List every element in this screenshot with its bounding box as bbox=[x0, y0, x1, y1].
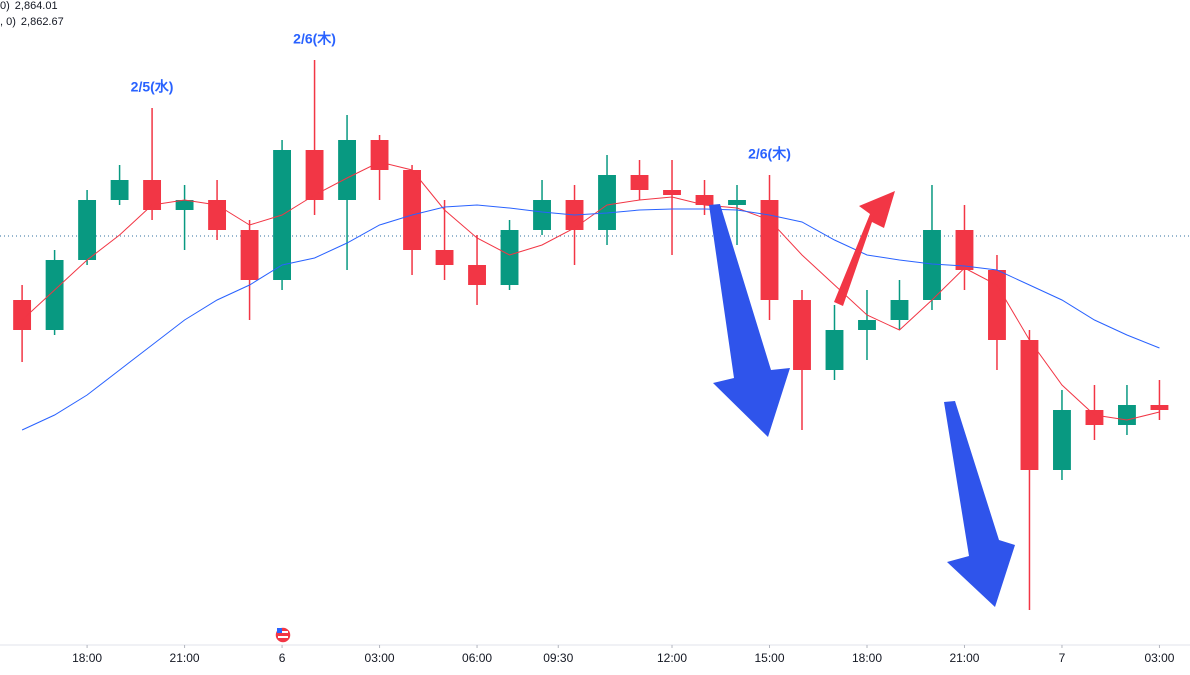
moving-average-line bbox=[21, 204, 1160, 431]
candle-body bbox=[1118, 405, 1136, 425]
x-tick-label: 03:00 bbox=[365, 651, 395, 665]
candle-body bbox=[630, 175, 649, 190]
candle-body bbox=[890, 300, 909, 320]
event-flag bbox=[274, 626, 292, 644]
candle-body bbox=[500, 230, 519, 285]
candle-body bbox=[143, 180, 162, 210]
candle-body bbox=[923, 230, 941, 300]
candle-body bbox=[240, 230, 259, 280]
candle-body bbox=[825, 330, 844, 370]
legend: 0) 2,864.01 , 0) 2,862.67 bbox=[0, 0, 64, 28]
legend-value: 2,864.01 bbox=[15, 0, 58, 12]
candle-body bbox=[598, 175, 616, 230]
candle-body bbox=[663, 190, 681, 195]
candle-body bbox=[793, 300, 811, 370]
x-tick-label: 21:00 bbox=[949, 651, 979, 665]
candle-body bbox=[1085, 410, 1104, 425]
x-tick-label: 12:00 bbox=[657, 651, 687, 665]
x-tick-label: 15:00 bbox=[754, 651, 784, 665]
arrows bbox=[709, 191, 1015, 607]
legend-label: 0) bbox=[0, 0, 10, 12]
candle-body bbox=[110, 180, 129, 200]
x-tick-label: 09:30 bbox=[543, 651, 573, 665]
candle-body bbox=[468, 265, 486, 285]
moving-average-line bbox=[21, 161, 1160, 421]
candle-body bbox=[955, 230, 974, 270]
candle-body bbox=[305, 150, 324, 200]
candle-body bbox=[338, 140, 356, 200]
x-tick-label: 06:00 bbox=[462, 651, 492, 665]
candle-body bbox=[13, 300, 32, 330]
x-tick-label: 21:00 bbox=[170, 651, 200, 665]
down-arrow bbox=[944, 401, 1015, 607]
annotation: 2/6(木) bbox=[748, 146, 791, 162]
candle-body bbox=[533, 200, 551, 230]
x-tick-label: 7 bbox=[1059, 651, 1066, 665]
x-tick-label: 18:00 bbox=[852, 651, 882, 665]
candle-body bbox=[988, 270, 1006, 340]
candle-body bbox=[175, 200, 194, 210]
x-tick-label: 03:00 bbox=[1144, 651, 1174, 665]
candle-body bbox=[1020, 340, 1039, 470]
x-tick-label: 18:00 bbox=[72, 651, 102, 665]
candle-body bbox=[728, 200, 746, 205]
annotation: 2/6(木) bbox=[293, 31, 336, 47]
down-arrow bbox=[709, 204, 790, 437]
annotation: 2/5(水) bbox=[131, 79, 174, 95]
candle-body bbox=[858, 320, 876, 330]
candle-body bbox=[45, 260, 64, 330]
legend-value: 2,862.67 bbox=[21, 16, 64, 28]
x-tick-label: 6 bbox=[279, 651, 286, 665]
candle-body bbox=[1150, 405, 1169, 410]
legend-label: , 0) bbox=[0, 16, 16, 28]
candle-body bbox=[403, 170, 421, 250]
up-arrow bbox=[834, 191, 895, 306]
candle-body bbox=[435, 250, 454, 265]
candle-body bbox=[78, 200, 97, 260]
candle-body bbox=[695, 195, 714, 205]
candle-body bbox=[1053, 410, 1071, 470]
candle-body bbox=[370, 140, 389, 170]
